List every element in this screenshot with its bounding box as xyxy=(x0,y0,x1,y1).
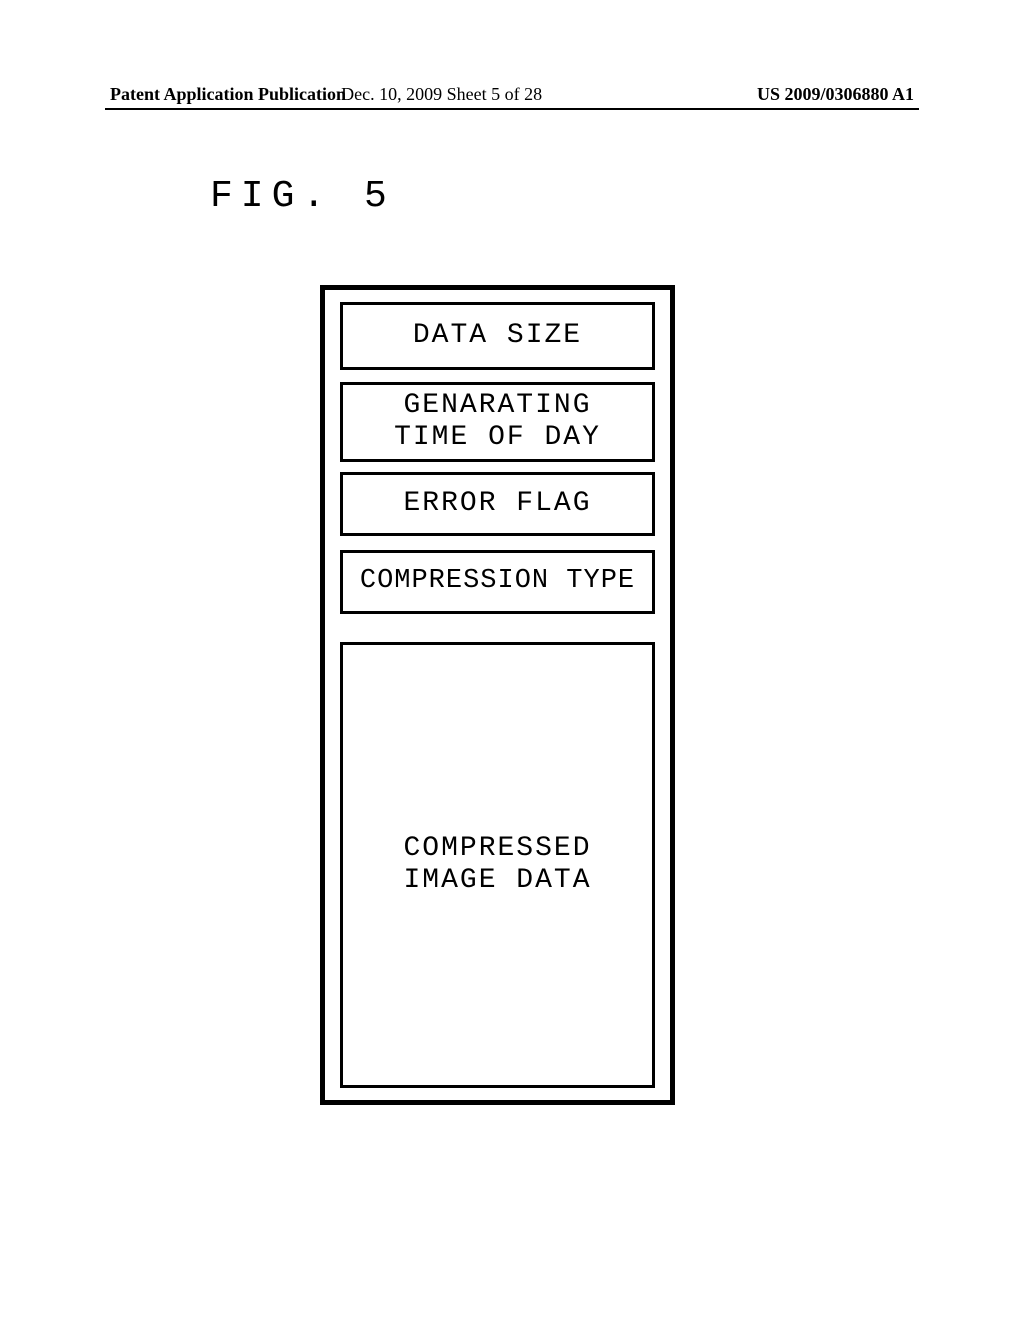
field-compressed-image-data: COMPRESSEDIMAGE DATA xyxy=(340,642,655,1088)
figure-label: FIG. 5 xyxy=(210,175,395,218)
field-generating-time-label: GENARATINGTIME OF DAY xyxy=(394,390,601,454)
header-publication-label: Patent Application Publication xyxy=(110,84,346,105)
field-compressed-image-data-label: COMPRESSEDIMAGE DATA xyxy=(403,833,591,897)
data-structure-diagram: DATA SIZE GENARATINGTIME OF DAY ERROR FL… xyxy=(320,285,675,1105)
field-compression-type-label: COMPRESSION TYPE xyxy=(360,566,635,597)
field-data-size: DATA SIZE xyxy=(340,302,655,370)
field-compression-type: COMPRESSION TYPE xyxy=(340,550,655,614)
field-generating-time: GENARATINGTIME OF DAY xyxy=(340,382,655,462)
field-data-size-label: DATA SIZE xyxy=(413,320,582,352)
field-error-flag: ERROR FLAG xyxy=(340,472,655,536)
patent-header: Patent Application Publication Dec. 10, … xyxy=(0,84,1024,105)
field-error-flag-label: ERROR FLAG xyxy=(403,488,591,520)
header-divider xyxy=(105,108,919,110)
header-patent-number: US 2009/0306880 A1 xyxy=(757,84,914,105)
header-date-sheet: Dec. 10, 2009 Sheet 5 of 28 xyxy=(341,84,542,105)
